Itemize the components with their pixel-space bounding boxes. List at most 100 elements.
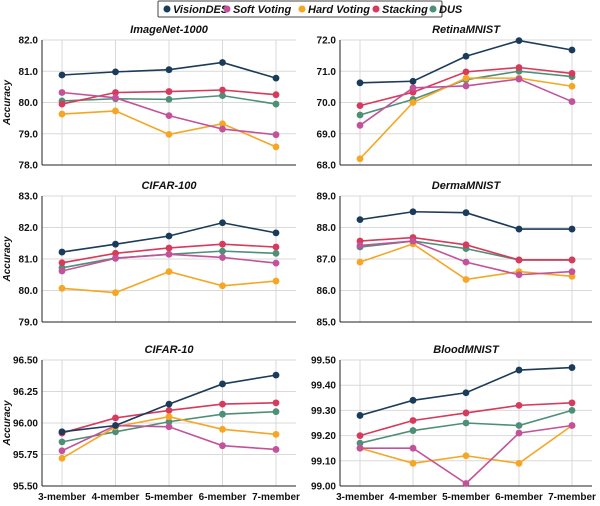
data-point-stacking xyxy=(219,400,226,408)
data-point-hard-voting xyxy=(58,454,66,462)
data-point-soft-voting xyxy=(58,89,66,96)
series-soft-voting xyxy=(356,237,576,279)
x-tick-label: 3-member xyxy=(336,492,384,503)
panel-cifar-100: 79.0 80.0 81.0 82.0 83.0 CIFAR-100 Accuracy xyxy=(2,180,296,329)
data-point-soft-voting xyxy=(568,268,576,275)
legend-entry-visiondes: VisionDES xyxy=(163,4,229,16)
data-point-hard-voting xyxy=(272,277,280,285)
data-point-soft-voting xyxy=(165,112,173,120)
data-point-stacking xyxy=(462,241,470,249)
legend-entry-dus: DUS xyxy=(429,4,463,16)
panel-title: DermaMNIST xyxy=(432,180,502,192)
y-tick-label: 99.50 xyxy=(311,356,336,367)
series-soft-voting xyxy=(58,250,280,275)
data-point-hard-voting xyxy=(409,459,417,467)
y-axis-label: Accuracy xyxy=(2,400,13,446)
data-point-hard-voting xyxy=(356,258,364,266)
y-tick-label: 72.0 xyxy=(317,36,337,47)
data-point-hard-voting xyxy=(272,430,280,438)
data-point-visiondes xyxy=(515,366,523,374)
data-point-visiondes xyxy=(219,380,226,388)
data-point-dus xyxy=(219,410,226,418)
data-point-stacking xyxy=(356,432,364,439)
x-tick-label: 6-member xyxy=(495,492,543,503)
legend-marker-stacking xyxy=(372,5,380,13)
panel-title: CIFAR-100 xyxy=(141,180,197,192)
series-hard-voting xyxy=(356,74,576,163)
series-stacking xyxy=(58,240,280,267)
legend-label-soft-voting: Soft Voting xyxy=(233,4,292,16)
x-tick-label: 7-member xyxy=(252,492,300,503)
data-point-stacking xyxy=(58,100,66,108)
data-point-dus xyxy=(272,100,280,108)
data-point-hard-voting xyxy=(165,413,173,421)
y-tick-label: 96.00 xyxy=(13,419,38,430)
data-point-visiondes xyxy=(515,225,523,233)
series-visiondes xyxy=(58,219,280,256)
data-point-hard-voting xyxy=(568,272,576,280)
data-point-hard-voting xyxy=(409,99,417,106)
data-point-dus xyxy=(272,249,280,257)
legend-entry-stacking: Stacking xyxy=(372,4,428,16)
y-tick-label: 86.0 xyxy=(317,286,337,297)
panels: 78.0 79.0 80.0 81.0 82.0 ImageNet-1000 Accurac… xyxy=(2,24,596,503)
data-point-visiondes xyxy=(568,46,576,54)
data-point-dus xyxy=(515,422,523,429)
series-visiondes xyxy=(58,59,280,82)
panel-title: RetinaMNIST xyxy=(432,24,501,36)
y-tick-label: 79.0 xyxy=(19,318,39,329)
data-point-hard-voting xyxy=(462,276,470,283)
data-point-soft-voting xyxy=(58,447,66,455)
x-tick-label: 4-member xyxy=(92,492,140,503)
legend-entry-soft-voting: Soft Voting xyxy=(223,4,292,16)
series-dus xyxy=(356,407,576,447)
y-tick-label: 99.20 xyxy=(311,431,336,442)
y-tick-label: 71.0 xyxy=(317,67,337,78)
data-point-visiondes xyxy=(58,428,66,436)
data-point-dus xyxy=(356,111,364,119)
data-point-hard-voting xyxy=(165,130,173,138)
data-point-stacking xyxy=(515,401,523,409)
data-point-dus xyxy=(219,247,226,255)
y-tick-label: 83.0 xyxy=(19,192,39,203)
data-point-visiondes xyxy=(462,209,470,217)
data-point-soft-voting xyxy=(462,82,470,90)
x-tick-label: 5-member xyxy=(442,492,490,503)
data-point-visiondes xyxy=(272,229,280,237)
data-point-hard-voting xyxy=(568,82,576,90)
x-tick-label: 5-member xyxy=(145,492,193,503)
data-point-soft-voting xyxy=(165,423,173,431)
data-point-visiondes xyxy=(165,232,173,240)
data-point-visiondes xyxy=(356,216,364,224)
data-point-soft-voting xyxy=(462,258,470,266)
data-point-soft-voting xyxy=(568,98,576,105)
data-point-hard-voting xyxy=(219,282,226,290)
panel-title: BloodMNIST xyxy=(433,344,500,356)
data-point-visiondes xyxy=(515,37,523,45)
data-point-dus xyxy=(219,92,226,100)
data-point-soft-voting xyxy=(409,444,417,452)
data-point-visiondes xyxy=(409,208,417,216)
data-point-soft-voting xyxy=(165,250,173,258)
data-point-soft-voting xyxy=(515,75,523,83)
legend-label-dus: DUS xyxy=(439,4,463,16)
y-tick-label: 87.0 xyxy=(317,255,337,266)
x-tick-label: 6-member xyxy=(199,492,247,503)
y-tick-label: 70.0 xyxy=(317,98,337,109)
data-point-stacking xyxy=(58,259,66,267)
y-tick-label: 81.0 xyxy=(19,255,39,266)
y-tick-label: 96.50 xyxy=(13,356,38,367)
data-point-soft-voting xyxy=(462,480,470,487)
data-point-dus xyxy=(165,95,173,103)
series-visiondes xyxy=(58,371,280,436)
data-point-visiondes xyxy=(112,68,119,76)
data-point-stacking xyxy=(165,407,173,414)
y-axis-label: Accuracy xyxy=(2,236,13,282)
data-point-soft-voting xyxy=(272,446,280,453)
data-point-stacking xyxy=(272,399,280,407)
data-point-visiondes xyxy=(409,396,417,404)
data-point-hard-voting xyxy=(165,268,173,275)
data-point-stacking xyxy=(356,102,364,110)
panel-title: ImageNet-1000 xyxy=(130,24,209,36)
